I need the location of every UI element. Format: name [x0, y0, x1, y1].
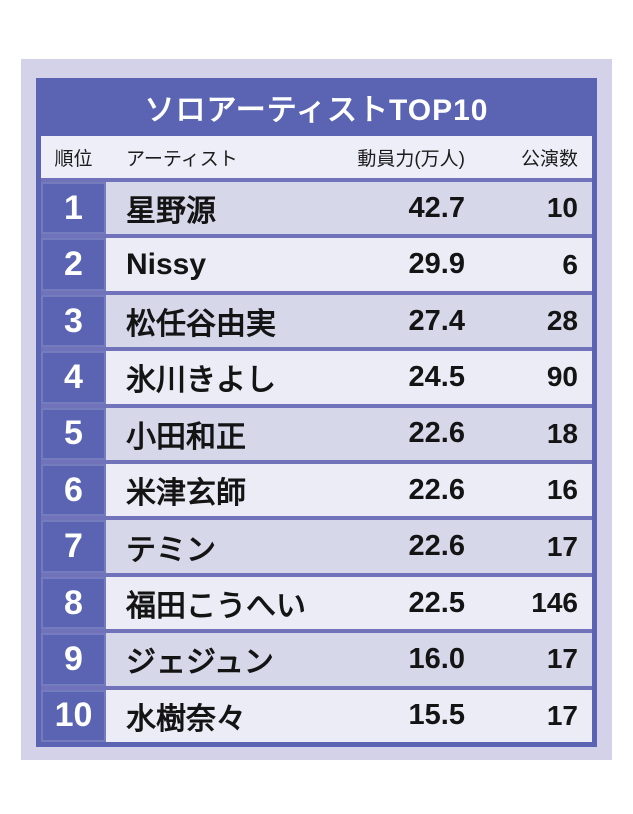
- header-rank: 順位: [54, 148, 93, 170]
- power-value: 16.0: [408, 642, 465, 675]
- rank-number: 5: [64, 414, 83, 453]
- table-body: 順位 アーティスト 動員力(万人) 公演数 1 星野源 42.7 10 2 Ni…: [41, 136, 592, 743]
- rank-cell: 3: [41, 294, 106, 348]
- power-value: 22.6: [408, 530, 465, 563]
- table-row: 10 水樹奈々 15.5 17: [41, 685, 592, 743]
- artist-name: 氷川きよし: [126, 364, 276, 398]
- table-title: ソロアーティストTOP10: [144, 94, 489, 127]
- rank-number: 8: [64, 583, 83, 622]
- shows-value: 10: [546, 192, 578, 224]
- table-row: 9 ジェジュン 16.0 17: [41, 629, 592, 686]
- table-row: 2 Nissy 29.9 6: [41, 234, 592, 291]
- rank-cell: 8: [41, 576, 106, 630]
- rank-number: 6: [64, 470, 83, 509]
- table-row: 6 米津玄師 22.6 16: [41, 460, 592, 517]
- shows-value: 146: [531, 587, 578, 619]
- artist-name: 米津玄師: [126, 477, 246, 511]
- shows-value: 6: [562, 248, 578, 280]
- power-value: 22.6: [408, 417, 465, 450]
- rank-cell: 6: [41, 464, 106, 517]
- table-header-row: 順位 アーティスト 動員力(万人) 公演数: [41, 136, 592, 178]
- shows-value: 17: [546, 530, 578, 562]
- artist-name: テミン: [126, 533, 216, 567]
- table-row: 7 テミン 22.6 17: [41, 516, 592, 573]
- artist-name: 星野源: [126, 195, 216, 229]
- shows-value: 28: [546, 305, 578, 337]
- rank-cell: 4: [41, 351, 106, 404]
- shows-value: 90: [546, 361, 578, 393]
- power-value: 22.5: [408, 586, 465, 619]
- header-shows: 公演数: [520, 148, 578, 170]
- rank-cell: 1: [41, 182, 106, 235]
- rank-number: 2: [64, 245, 83, 284]
- rank-cell: 2: [41, 238, 106, 291]
- power-value: 22.6: [408, 473, 465, 506]
- power-value: 15.5: [408, 699, 465, 732]
- table-row: 1 星野源 42.7 10: [41, 178, 592, 235]
- table-row: 8 福田こうへい 22.5 146: [41, 572, 592, 630]
- table-row: 4 氷川きよし 24.5 90: [41, 347, 592, 404]
- rank-number: 10: [54, 696, 93, 735]
- rank-number: 1: [64, 188, 83, 227]
- artist-name: 福田こうへい: [126, 590, 306, 624]
- rank-number: 7: [64, 527, 83, 566]
- rank-cell: 5: [41, 407, 106, 461]
- table-row: 5 小田和正 22.6 18: [41, 403, 592, 461]
- power-value: 42.7: [408, 191, 465, 224]
- power-value: 27.4: [408, 304, 465, 337]
- rank-cell: 7: [41, 520, 106, 573]
- header-artist: アーティスト: [126, 148, 238, 170]
- rank-number: 3: [64, 301, 83, 340]
- power-value: 24.5: [408, 360, 465, 393]
- power-value: 29.9: [408, 248, 465, 281]
- rank-cell: 10: [41, 689, 106, 743]
- rank-cell: 9: [41, 633, 106, 686]
- header-power: 動員力(万人): [357, 148, 465, 170]
- shows-value: 16: [546, 474, 578, 506]
- table-rows: 1 星野源 42.7 10 2 Nissy 29.9 6 3 松任谷由実 27.…: [41, 178, 592, 743]
- artist-name: 小田和正: [126, 420, 246, 454]
- artist-name: 松任谷由実: [126, 308, 276, 342]
- shows-value: 18: [546, 417, 578, 449]
- rank-number: 4: [64, 357, 83, 396]
- artist-name: ジェジュン: [126, 646, 274, 680]
- table-title-banner: ソロアーティストTOP10: [36, 78, 597, 136]
- artist-name: 水樹奈々: [126, 702, 246, 736]
- artist-name: Nissy: [126, 247, 207, 281]
- ranking-panel: ソロアーティストTOP10 順位 アーティスト 動員力(万人) 公演数 1 星野…: [21, 59, 612, 760]
- rank-number: 9: [64, 639, 83, 678]
- solo-artist-ranking-table: ソロアーティストTOP10 順位 アーティスト 動員力(万人) 公演数 1 星野…: [36, 78, 597, 747]
- shows-value: 17: [546, 699, 578, 731]
- shows-value: 17: [546, 643, 578, 675]
- table-row: 3 松任谷由実 27.4 28: [41, 290, 592, 348]
